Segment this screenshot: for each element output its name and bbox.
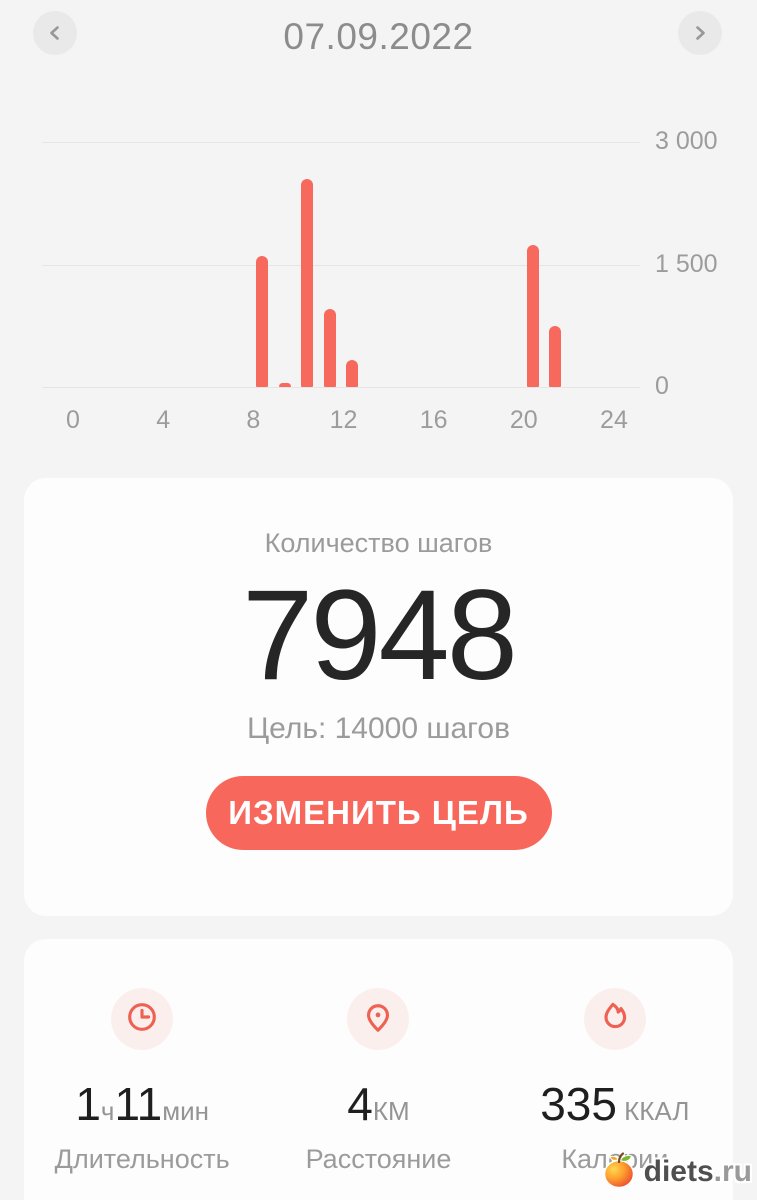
x-axis-tick-label: 24 [600, 406, 628, 434]
change-goal-button[interactable]: ИЗМЕНИТЬ ЦЕЛЬ [205, 776, 552, 851]
clock-icon [124, 999, 160, 1040]
stat-item: 1 ч 11 мин Длительность [24, 988, 260, 1200]
diets-ru-watermark: diets.ru [598, 1147, 752, 1196]
x-axis-tick-label: 8 [246, 406, 261, 434]
watermark-tld: .ru [713, 1154, 752, 1188]
steps-bar-hour-10 [301, 178, 314, 387]
location-pin-icon [360, 999, 396, 1040]
chevron-right-icon [688, 21, 712, 45]
steps-bar-hour-11 [323, 309, 336, 387]
stat-value: 335 ККАЛ [540, 1078, 690, 1130]
gridline-3000 [42, 142, 640, 143]
next-day-button[interactable] [678, 11, 722, 55]
y-axis-tick-label: 1 500 [655, 249, 718, 278]
x-axis-tick-label: 20 [509, 406, 538, 434]
stat-value: 4 КМ [347, 1078, 410, 1130]
steps-bar-hour-20 [526, 244, 539, 387]
watermark-name: diets [643, 1154, 714, 1188]
x-axis-tick-label: 12 [329, 406, 358, 434]
date-label: 07.09.2022 [283, 16, 474, 57]
y-axis-tick-label: 3 000 [655, 126, 718, 155]
y-axis-tick-label: 0 [655, 371, 669, 400]
chevron-left-icon [43, 21, 67, 45]
apple-logo-icon [598, 1147, 642, 1196]
chart-plot-area [42, 142, 640, 388]
previous-day-button[interactable] [33, 11, 77, 55]
steps-goal-text: Цель: 14000 шагов [246, 712, 511, 746]
stat-item: 4 КМ Расстояние [260, 988, 496, 1200]
stat-value: 1 ч 11 мин [75, 1078, 209, 1130]
gridline-1500 [42, 264, 640, 266]
steps-bar-hour-12 [346, 360, 359, 387]
x-axis-tick-label: 16 [419, 406, 448, 434]
steps-count-value: 7948 [242, 564, 518, 707]
steps-card-title: Количество шагов [264, 528, 493, 558]
steps-bar-hour-9 [278, 383, 291, 387]
steps-bar-hour-21 [549, 325, 562, 387]
steps-bar-hour-8 [256, 256, 269, 387]
x-axis-tick-label: 0 [66, 406, 80, 434]
stat-label: Длительность [54, 1144, 230, 1174]
steps-summary-card: Количество шагов 7948 Цель: 14000 шагов … [24, 478, 733, 916]
stat-label: Расстояние [305, 1144, 452, 1174]
flame-icon [597, 999, 633, 1040]
x-axis-tick-label: 4 [156, 406, 171, 434]
gridline-0 [42, 387, 640, 388]
